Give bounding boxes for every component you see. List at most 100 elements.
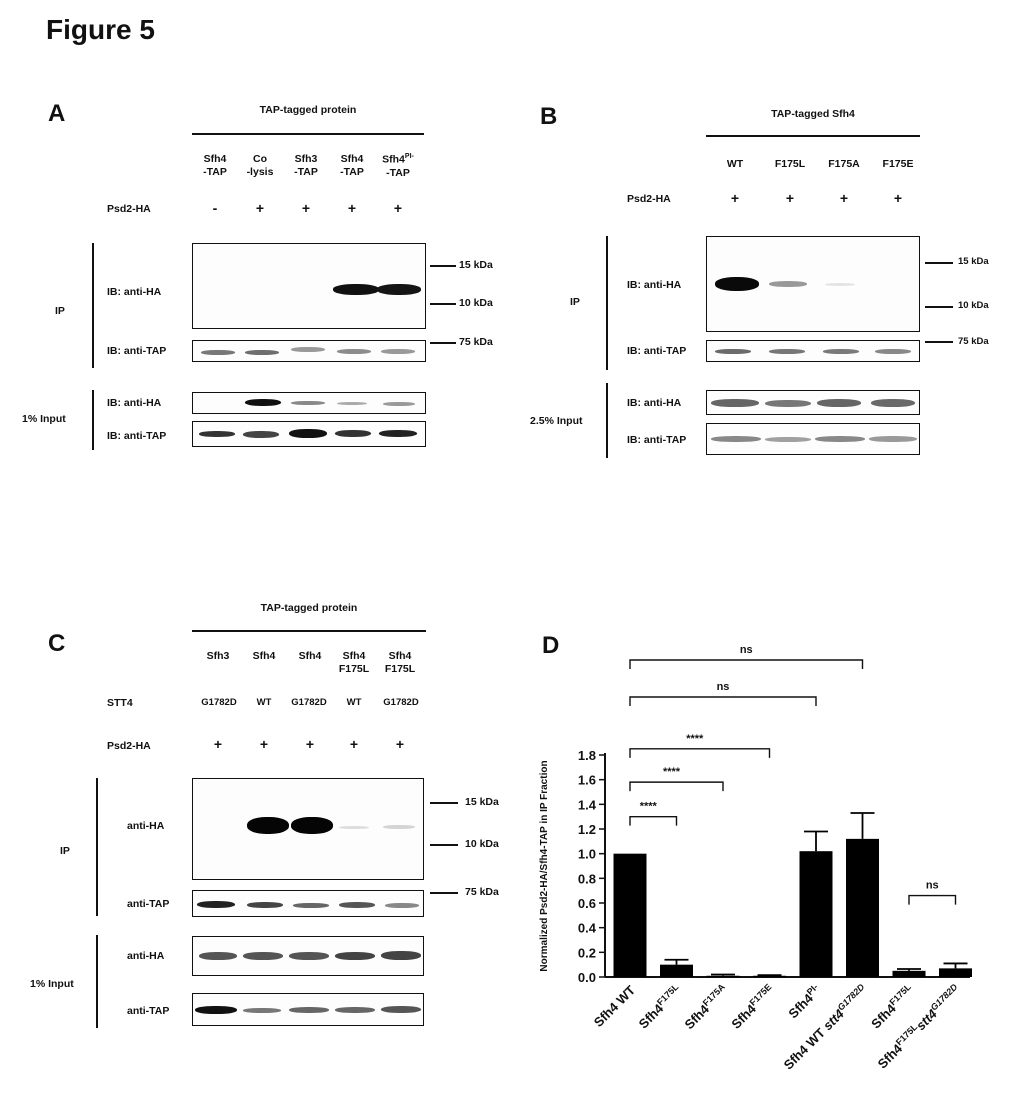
panel-b-input-ha-label: IB: anti-HA (627, 397, 682, 409)
mw-75kda: 75 kDa (465, 886, 499, 898)
bar (660, 964, 693, 977)
panel-a-input-tap-blot (192, 421, 426, 447)
x-tick-label: Sfh4 WT (591, 982, 638, 1029)
panel-a-col-1: Sfh4 -TAP (203, 153, 227, 179)
y-tick-label: 1.0 (578, 847, 596, 862)
bar (706, 975, 740, 978)
x-tick-label: Sfh4F175L (635, 981, 685, 1031)
blot-band (335, 430, 371, 437)
y-tick-label: 0.0 (578, 970, 596, 985)
blot-band (201, 350, 235, 355)
blot-band (289, 1007, 329, 1013)
y-axis-label: Normalized Psd2-HA/Sfh4-TAP in IP Fracti… (539, 760, 550, 971)
significance-label: **** (663, 766, 681, 778)
bar (939, 968, 972, 977)
x-tick-label: Sfh4F175Lstt4G1782D (874, 981, 964, 1071)
blot-band (875, 349, 911, 354)
panel-c-col-4: Sfh4 F175L (338, 650, 370, 676)
mw-marker-line (925, 262, 953, 264)
blot-band (817, 399, 861, 407)
panel-c-header: TAP-tagged protein (260, 602, 358, 614)
figure-title: Figure 5 (46, 14, 155, 45)
panel-d-bar-chart: Normalized Psd2-HA/Sfh4-TAP in IP Fracti… (539, 644, 972, 1073)
panel-c-stt4-4: WT (346, 697, 362, 708)
bar (799, 851, 833, 977)
y-tick-label: 1.8 (578, 748, 596, 763)
blot-band (711, 436, 761, 442)
panel-a-ip-ha-label: IB: anti-HA (107, 286, 162, 298)
panel-b-col-1: WT (726, 158, 744, 170)
mw-10kda: 10 kDa (958, 300, 989, 311)
blot-band (381, 951, 421, 960)
blot-band (823, 349, 859, 354)
blot-band (195, 1006, 237, 1014)
x-tick-label: Sfh4F175E (728, 982, 778, 1032)
significance-bracket (629, 781, 724, 792)
blot-band (815, 436, 865, 442)
mw-10kda: 10 kDa (459, 297, 493, 309)
panel-b-header-rule (706, 135, 920, 137)
panel-b-psd2-mark-2: + (785, 190, 795, 206)
panel-b-input-label: 2.5% Input (530, 415, 583, 427)
panel-a-input-ha-blot (192, 392, 426, 414)
significance-bracket (629, 815, 678, 826)
blot-band (769, 281, 807, 287)
panel-a-ip-tap-blot (192, 340, 426, 362)
mw-15kda: 15 kDa (459, 259, 493, 271)
panel-b-input-tap-blot (706, 423, 920, 455)
panel-c-input-ha-label: anti-HA (127, 950, 165, 962)
panel-a-psd2-mark-5: + (393, 200, 403, 216)
x-tick-label: Sfh4 WT stt4G1782D (780, 981, 871, 1072)
panel-a-col-4: Sfh4 -TAP (340, 153, 364, 179)
blot-band (869, 436, 917, 442)
blot-band (243, 952, 283, 960)
blot-band (243, 431, 279, 438)
blot-band (339, 826, 369, 829)
panel-c-psd2-label: Psd2-HA (107, 740, 151, 752)
panel-c-ip-ha-blot (192, 778, 424, 880)
blot-band (383, 825, 415, 829)
panel-b-ip-label: IP (570, 296, 580, 308)
mw-15kda: 15 kDa (958, 256, 989, 267)
panel-a-psd2-mark-3: + (301, 200, 311, 216)
panel-c-stt4-5: G1782D (383, 697, 419, 708)
panel-c-input-tap-blot (192, 993, 424, 1026)
y-tick-label: 1.2 (578, 822, 596, 837)
panel-a-header-rule (192, 133, 424, 135)
significance-bracket (629, 696, 817, 706)
blot-band (715, 349, 751, 354)
blot-band (293, 903, 329, 908)
blot-band (247, 902, 283, 908)
blot-band (769, 349, 805, 354)
mw-marker-line (430, 844, 458, 846)
y-tick-label: 0.2 (578, 945, 596, 960)
panel-c-ip-label: IP (60, 845, 70, 857)
panel-a-input-ha-label: IB: anti-HA (107, 397, 162, 409)
panel-c-input-ha-blot (192, 936, 424, 976)
blot-band (337, 402, 367, 405)
y-tick-label: 0.6 (578, 896, 596, 911)
panel-c-psd2-mark-1: + (213, 736, 223, 752)
blot-band (291, 401, 325, 405)
blot-band (335, 1007, 375, 1013)
panel-a-col-2: Co -lysis (246, 153, 274, 179)
panel-a-letter: A (48, 100, 66, 127)
panel-a-psd2-label: Psd2-HA (107, 203, 151, 215)
panel-c-col-2: Sfh4 (252, 650, 276, 662)
panel-c-ip-tap-label: anti-TAP (127, 898, 170, 910)
panel-a-input-bracket (92, 390, 94, 450)
panel-c-col-5: Sfh4 F175L (384, 650, 416, 676)
significance-bracket (629, 748, 771, 758)
blot-band (381, 349, 415, 354)
blot-band (337, 349, 371, 354)
blot-band (715, 277, 759, 291)
panel-c-input-tap-label: anti-TAP (127, 1005, 170, 1017)
significance-bracket (629, 659, 864, 669)
blot-band (247, 817, 289, 834)
panel-b-header: TAP-tagged Sfh4 (771, 108, 855, 120)
blot-band (291, 347, 325, 352)
panel-c-input-label: 1% Input (30, 978, 74, 990)
x-tick-label: Sfh4F175A (681, 981, 732, 1032)
blot-band (339, 902, 375, 908)
panel-a-psd2-mark-4: + (347, 200, 357, 216)
